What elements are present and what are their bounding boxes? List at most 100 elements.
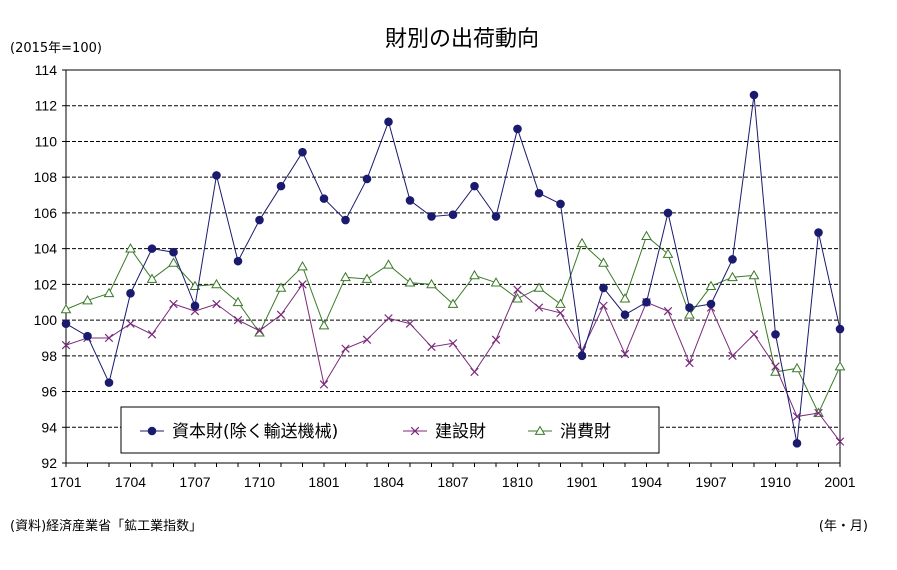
y-axis-ticks: 92 94 96 98 100 102 104 106 108 110 112 114 [34, 62, 66, 471]
data-point [169, 247, 178, 257]
data-point [620, 310, 630, 320]
y-tick-label: 106 [34, 205, 58, 221]
data-point [276, 181, 286, 191]
data-point [599, 301, 608, 311]
data-point [297, 260, 308, 271]
data-point [340, 271, 351, 282]
data-point [318, 319, 330, 330]
legend-box [120, 406, 660, 454]
data-point [641, 230, 652, 241]
data-point [534, 303, 544, 312]
data-point [189, 280, 201, 291]
data-point [792, 439, 802, 448]
data-point [662, 248, 674, 258]
data-point [491, 335, 501, 344]
legend-marker [534, 425, 546, 435]
data-point [147, 330, 157, 339]
y-tick-label: 114 [35, 62, 58, 78]
y-tick-label: 100 [34, 312, 58, 328]
y-tick-label: 104 [34, 241, 58, 257]
data-point [341, 344, 350, 353]
data-point [104, 333, 114, 343]
data-point [126, 288, 135, 298]
data-point [384, 117, 393, 127]
legend-label: 消費財 [560, 422, 611, 442]
legend-label: 建設財 [435, 422, 486, 442]
legend: 資本財(除く輸送機械) 建設財 消費財 [120, 406, 660, 454]
data-point [211, 278, 222, 289]
data-point [556, 308, 565, 318]
data-point [212, 171, 221, 180]
data-point [771, 330, 780, 339]
grid-lines [66, 105, 840, 428]
data-point [298, 280, 307, 289]
data-point [771, 362, 780, 371]
data-point [577, 351, 587, 361]
data-point [748, 269, 760, 280]
data-point [255, 326, 264, 336]
data-point [835, 437, 845, 446]
x-tick-label: 1904 [631, 474, 662, 490]
data-point [404, 277, 416, 287]
data-point [749, 90, 759, 100]
data-point [448, 339, 458, 348]
data-point [685, 303, 694, 312]
data-point [814, 228, 823, 237]
x-axis-ticks: 1701 1704 1707 1710 1801 1804 1807 1810 1901 1904… [50, 463, 856, 490]
data-point [834, 361, 846, 371]
unit-label: (2015年=100) [10, 41, 102, 56]
x-tick-label: 1901 [566, 474, 597, 490]
data-point [103, 287, 115, 298]
data-point [61, 340, 71, 350]
y-tick-label: 98 [41, 348, 57, 364]
y-tick-label: 112 [35, 98, 58, 114]
data-point [427, 212, 436, 221]
series-line [65, 235, 841, 415]
x-tick-label: 1701 [50, 474, 81, 490]
data-point [190, 301, 200, 311]
data-point [405, 319, 415, 328]
x-tick-label: 1704 [115, 474, 146, 490]
data-point [126, 319, 135, 328]
data-point [276, 310, 286, 319]
series-triangle [60, 230, 846, 417]
data-point [82, 294, 93, 305]
data-point [232, 296, 244, 307]
data-point [534, 188, 544, 198]
data-point [212, 299, 221, 309]
y-tick-label: 110 [35, 133, 58, 149]
data-point [319, 194, 329, 203]
data-point [169, 299, 178, 309]
data-point [255, 215, 264, 225]
data-point [104, 378, 114, 387]
data-point [147, 244, 157, 253]
x-tick-label: 1804 [373, 474, 404, 490]
data-point [254, 327, 265, 337]
data-point [427, 342, 436, 352]
data-point [728, 351, 737, 361]
data-point [146, 273, 158, 283]
x-tick-label: 1710 [244, 474, 275, 490]
legend-marker [410, 426, 420, 436]
x-axis-label: (年・月) [819, 519, 868, 534]
data-point [469, 269, 480, 280]
data-point [491, 212, 501, 221]
plot-area [65, 69, 841, 464]
data-point [60, 303, 72, 314]
data-point [513, 285, 522, 294]
data-point [619, 293, 631, 303]
y-tick-label: 108 [34, 169, 58, 185]
data-point [361, 273, 373, 283]
x-tick-label: 1807 [437, 474, 468, 490]
data-point [749, 330, 759, 339]
x-tick-label: 1707 [179, 474, 210, 490]
data-point [727, 271, 738, 282]
y-tick-label: 92 [41, 455, 57, 471]
x-tick-label: 1907 [695, 474, 726, 490]
y-tick-label: 96 [41, 384, 57, 400]
data-point [384, 314, 393, 323]
x-tick-label: 2001 [824, 474, 855, 490]
data-point [362, 174, 372, 184]
data-point [383, 259, 394, 269]
